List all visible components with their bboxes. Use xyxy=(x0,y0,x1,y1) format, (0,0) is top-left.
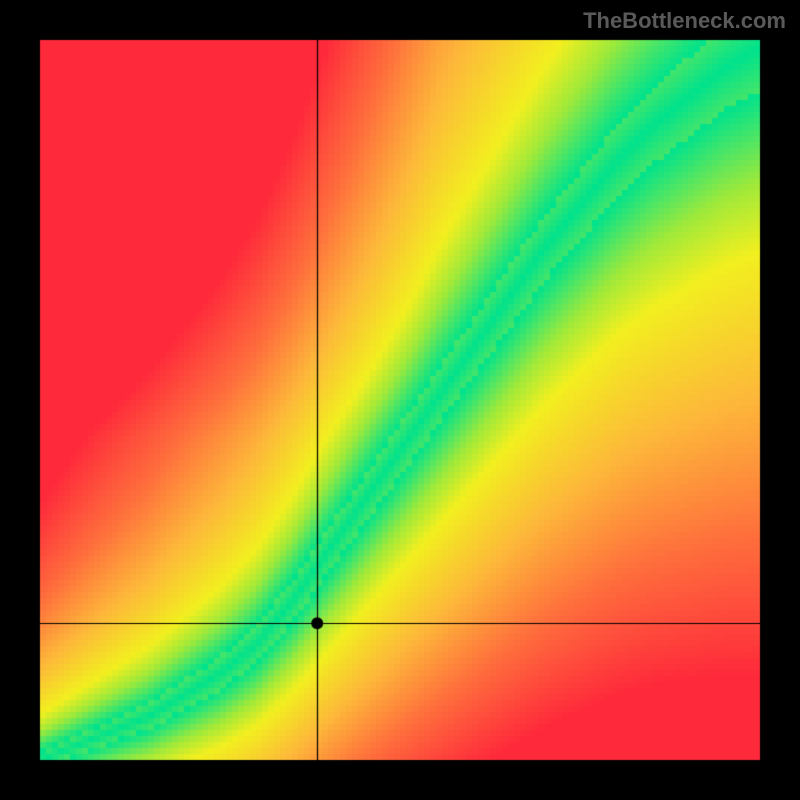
chart-container: TheBottleneck.com xyxy=(0,0,800,800)
bottleneck-heatmap xyxy=(0,0,800,800)
watermark-text: TheBottleneck.com xyxy=(583,8,786,34)
